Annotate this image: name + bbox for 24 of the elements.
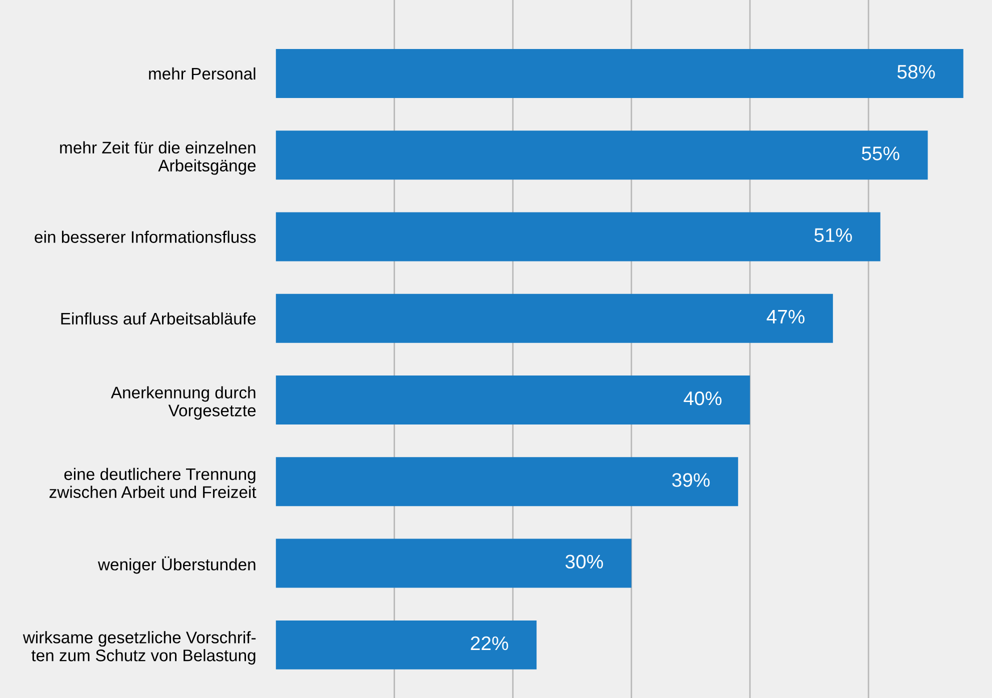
bar — [276, 538, 632, 588]
bar — [276, 48, 964, 98]
data-label: 40% — [684, 391, 722, 406]
bar — [276, 457, 738, 506]
bar — [276, 212, 880, 262]
bar — [276, 130, 928, 180]
bar — [276, 294, 833, 343]
data-label: 39% — [672, 473, 710, 487]
data-label: 22% — [470, 636, 508, 650]
data-label: 58% — [897, 64, 935, 79]
y-tick-label: eine deutlichere Trennung zwischen Arbeit und Freizeit — [50, 468, 256, 498]
data-label: 47% — [766, 310, 804, 324]
y-tick-label: ein besserer Informationsfluss — [34, 230, 256, 243]
bar — [276, 376, 750, 425]
data-label: 55% — [862, 146, 900, 160]
bar — [276, 620, 537, 670]
data-label: 30% — [565, 554, 603, 569]
y-tick-label: Anerkennung durch Vorgesetzte — [110, 386, 256, 420]
data-label: 51% — [814, 228, 852, 242]
y-tick-label: wirksame gesetzliche Vorschrif- ten zum Schutz von Belastung — [22, 631, 256, 665]
y-tick-label: mehr Zeit für die einzelnen Arbeitsgänge — [60, 141, 256, 175]
y-tick-label: Einfluss auf Arbeitsabläufe — [61, 312, 256, 325]
y-tick-label: mehr Personal — [149, 67, 256, 80]
y-tick-label: weniger Überstunden — [98, 556, 256, 574]
